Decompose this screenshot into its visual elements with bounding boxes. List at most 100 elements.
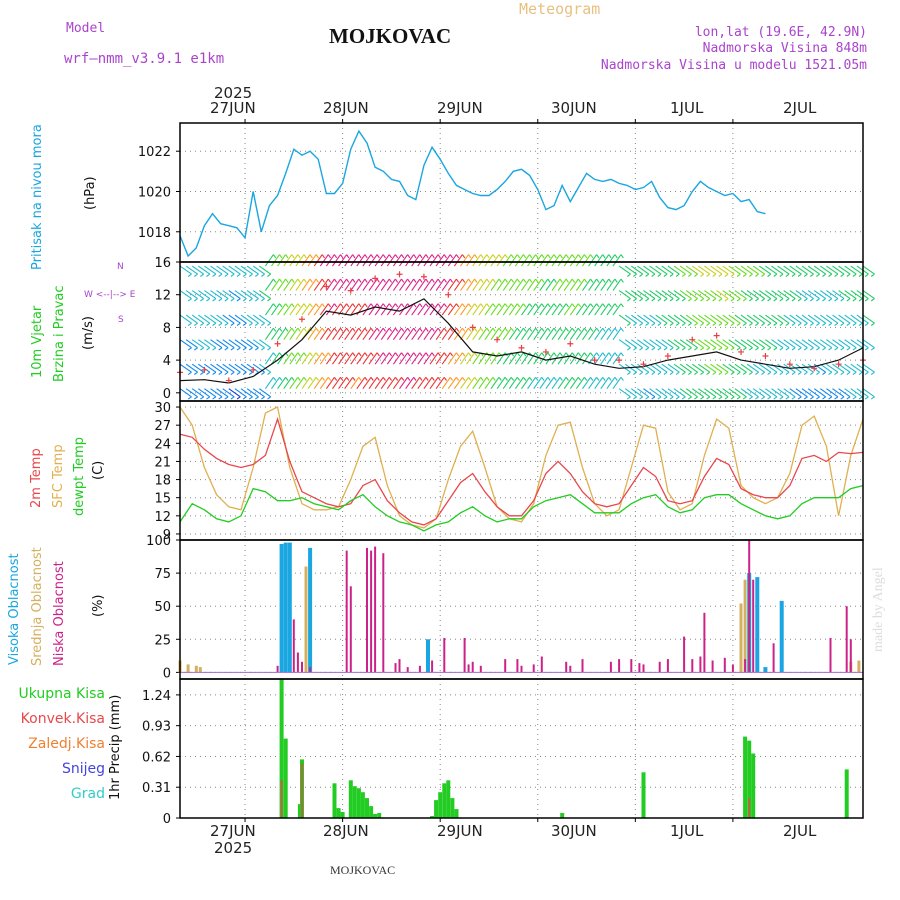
- wind-gust-marker: [420, 273, 427, 280]
- wind-barb-flag: [346, 254, 350, 259]
- wind-barb: [234, 339, 247, 349]
- wind-barb-flag: [461, 303, 466, 308]
- wind-barb-flag: [541, 278, 545, 283]
- wind-barb: [813, 363, 827, 373]
- total-rain-bar: [430, 816, 435, 818]
- wind-barb: [435, 352, 445, 365]
- wind-barb: [252, 363, 265, 373]
- wind-barb-flag: [431, 376, 435, 381]
- wind-barb: [844, 388, 857, 398]
- wind-barb: [758, 388, 772, 398]
- wind-barb: [356, 376, 366, 390]
- wind-barb: [380, 278, 390, 291]
- wind-barb: [575, 278, 585, 291]
- wind-barb: [771, 314, 784, 324]
- wind-barb-flag: [267, 322, 272, 326]
- y-tick-label: 4: [163, 354, 171, 369]
- wind-barb-flag: [712, 347, 717, 351]
- wind-barb: [746, 339, 759, 349]
- wind-barb: [472, 303, 482, 316]
- wind-barb: [789, 339, 802, 349]
- high-cloud-bar: [426, 639, 430, 673]
- wind-barb: [301, 376, 311, 390]
- wind-barb: [374, 278, 384, 291]
- wind-barb: [844, 339, 857, 349]
- wind-barb: [179, 290, 192, 300]
- wind-barb-flag: [596, 254, 600, 259]
- wind-barb-flag: [413, 352, 417, 357]
- wind-barb: [508, 327, 518, 341]
- wind-barb-flag: [443, 376, 447, 381]
- wind-barb-flag: [583, 352, 588, 357]
- wind-barb-flag: [333, 327, 338, 332]
- wind-barb: [813, 290, 827, 300]
- wind-barb: [289, 352, 299, 365]
- y-tick-label: 0: [163, 666, 171, 681]
- wind-barb-flag: [254, 298, 259, 302]
- wind-barb-flag: [858, 396, 863, 400]
- wind-barb-flag: [261, 371, 265, 376]
- wind-barb-flag: [694, 347, 698, 351]
- wind-barb-flag: [498, 254, 502, 259]
- wind-barb: [521, 278, 530, 291]
- wind-barb-flag: [242, 298, 247, 302]
- wind-barb: [728, 363, 741, 373]
- wind-barb: [386, 327, 396, 341]
- wind-barb: [527, 327, 537, 341]
- wind-barb-flag: [547, 352, 551, 357]
- wind-barb: [252, 388, 265, 398]
- wind-barb: [588, 327, 598, 341]
- wind-barb: [563, 254, 573, 267]
- wind-barb-flag: [327, 278, 332, 283]
- wind-barb-flag: [565, 254, 569, 259]
- wind-barb: [313, 303, 323, 316]
- legend-freezing-rain: Zaledj.Kisa: [28, 736, 105, 752]
- wind-barb-flag: [651, 273, 656, 277]
- wind-barb: [771, 339, 784, 349]
- wind-barb-flag: [279, 254, 283, 259]
- y-tick-label: 24: [154, 437, 171, 452]
- wind-barb-flag: [822, 371, 827, 376]
- wind-barb: [460, 376, 469, 390]
- wind-barb-flag: [419, 376, 423, 381]
- wind-barb-flag: [522, 327, 527, 332]
- wind-barb-flag: [620, 376, 624, 381]
- wind-barb-flag: [748, 371, 753, 376]
- wind-barb-flag: [315, 254, 319, 259]
- wind-barb-flag: [437, 376, 441, 381]
- wind-barb-flag: [864, 322, 869, 326]
- wind-barb-flag: [492, 376, 496, 381]
- wind-barb-flag: [309, 303, 313, 308]
- wind-barb: [618, 265, 631, 275]
- wind-barb: [460, 327, 469, 341]
- wind-barb-flag: [571, 376, 576, 381]
- wind-barb: [594, 352, 604, 365]
- wind-barb-flag: [535, 303, 539, 308]
- wind-barb: [618, 314, 631, 324]
- wind-barb-flag: [498, 278, 502, 283]
- compass-we: W <--|--> E: [84, 290, 136, 300]
- wind-barb-flag: [267, 273, 272, 277]
- wind-barb-flag: [541, 254, 545, 259]
- wind-barb: [441, 376, 451, 390]
- wind-barb-flag: [437, 352, 441, 357]
- low-cloud-bar: [731, 664, 734, 673]
- wind-barb: [710, 388, 723, 398]
- wind-barb: [697, 265, 711, 275]
- wind-barb: [758, 290, 772, 300]
- temp-sfc-line: [179, 406, 864, 529]
- wind-barb: [283, 376, 293, 390]
- wind-barb-flag: [809, 347, 814, 351]
- wind-barb-flag: [303, 327, 307, 332]
- wind-barb-flag: [755, 273, 759, 277]
- wind-barb: [679, 339, 692, 349]
- wind-barb: [210, 265, 223, 275]
- wind-barb-flag: [492, 303, 496, 308]
- wind-barb: [521, 327, 530, 341]
- wind-barb: [295, 352, 305, 365]
- mid-cloud-bar: [198, 667, 202, 673]
- wind-barb-flag: [663, 298, 668, 302]
- wind-barb: [453, 303, 463, 316]
- wind-barb: [649, 339, 662, 349]
